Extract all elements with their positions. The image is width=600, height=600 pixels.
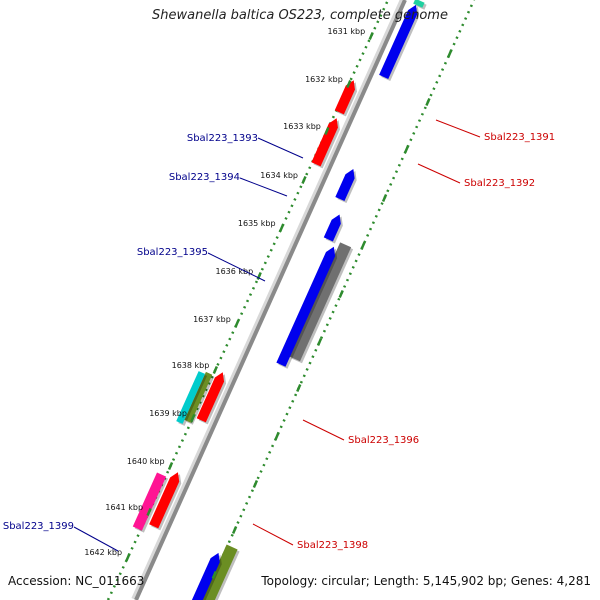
gene-label: Sbal223_1392: [464, 178, 535, 189]
tick-label: 1631 kbp: [327, 27, 365, 36]
tick-mark: [146, 508, 152, 516]
accession-text: Accession: NC_011663: [8, 574, 145, 588]
gene-sbal223-1398-body: [132, 472, 167, 531]
gene-gray-body: [289, 242, 352, 362]
tick-mark: [234, 320, 240, 328]
gene-bottom-blue-body: [191, 552, 220, 600]
gene-red-1396a: [196, 372, 227, 425]
tick-mark: [278, 224, 285, 232]
gene-olive-1396-body: [184, 371, 213, 423]
inner-tick-mark: [381, 194, 388, 202]
inner-dotted-line: [201, 0, 476, 600]
gene-sbal223-1394: [323, 214, 343, 244]
topology-summary: Topology: circular; Length: 5,145,902 bp…: [261, 574, 591, 588]
gene-top-blue: [379, 4, 420, 81]
label-leader-line: [207, 252, 266, 282]
tick-mark: [368, 32, 374, 40]
inner-tick-mark: [211, 571, 217, 579]
gene-sbal223-1393-body: [335, 169, 355, 202]
label-leader-line: [417, 163, 461, 184]
gene-red-1396a-body: [196, 372, 225, 423]
tick-label: 1637 kbp: [193, 315, 231, 324]
inner-tick-mark: [425, 98, 431, 106]
gene-features: [132, 0, 427, 600]
inner-tick-ring: [201, 0, 476, 600]
inner-tick-mark: [231, 526, 238, 534]
backbone-line: [134, 0, 407, 600]
kbp-ticks: 1631 kbp 1632 kbp 1633 kbp 1634 kbp 1635 kbp…: [84, 27, 453, 579]
gene-label: Sbal223_1399: [3, 521, 74, 532]
tick-label: 1635 kbp: [238, 219, 276, 228]
tick-mark: [125, 553, 131, 561]
gene-sbal223-1395: [276, 246, 338, 369]
gene-red-1397-body: [149, 472, 180, 529]
gene-olive-1396: [184, 371, 215, 425]
map-title: Shewanella baltica OS223, complete genom…: [152, 8, 448, 23]
tick-mark: [256, 272, 262, 280]
label-leader-line: [257, 137, 304, 159]
gene-sbal223-1391-body: [334, 80, 355, 115]
inner-tick-mark: [338, 290, 344, 298]
label-leader-line: [73, 526, 119, 552]
gene-sbal223-1399-body: [201, 544, 238, 600]
gene-sbal223-1392: [311, 118, 340, 169]
gene-bottom-blue: [191, 552, 222, 600]
gene-sbal223-1395-body: [276, 246, 336, 367]
tick-label: 1633 kbp: [283, 122, 321, 131]
gene-sbal223-1399: [201, 544, 240, 600]
gene-label: Sbal223_1391: [484, 132, 555, 143]
gene-label: Sbal223_1395: [137, 247, 208, 258]
label-leader-line: [239, 177, 288, 197]
gene-sbal223-1392-body: [311, 118, 338, 167]
gene-sbal223-1396-body: [176, 371, 206, 424]
tick-label: 1639 kbp: [149, 409, 187, 418]
gene-label: Sbal223_1394: [169, 172, 240, 183]
inner-tick-mark: [446, 50, 453, 58]
tick-label: 1636 kbp: [215, 267, 253, 276]
gene-sbal223-1398: [132, 472, 169, 533]
gene-label: Sbal223_1396: [348, 435, 419, 446]
gene-label: Sbal223_1393: [187, 133, 258, 144]
tick-label: 1642 kbp: [84, 548, 122, 557]
tick-label: 1641 kbp: [105, 503, 143, 512]
inner-tick-mark: [274, 432, 280, 440]
tick-mark: [301, 176, 307, 184]
tick-label: 1640 kbp: [127, 457, 165, 466]
inner-tick-mark: [404, 145, 410, 153]
gene-top-teal-body: [413, 0, 425, 8]
inner-tick-mark: [360, 242, 366, 250]
tick-mark: [167, 462, 174, 470]
inner-tick-mark: [296, 384, 302, 392]
tick-label: 1634 kbp: [260, 171, 298, 180]
tick-mark: [346, 80, 352, 88]
label-leader-line: [302, 419, 345, 441]
gene-sbal223-1394-body: [323, 214, 341, 242]
genome-backbone: [131, 0, 407, 600]
gene-sbal223-1391: [334, 80, 357, 117]
tick-label: 1632 kbp: [305, 75, 343, 84]
gene-top-teal: [413, 0, 427, 10]
gene-sbal223-1396: [176, 371, 208, 426]
gene-top-blue-body: [379, 4, 418, 79]
tick-mark: [190, 414, 196, 422]
label-leader-line: [435, 119, 481, 138]
gene-red-1397: [149, 472, 182, 531]
label-leader-line: [252, 523, 294, 546]
tick-mark: [212, 366, 218, 374]
inner-tick-mark: [252, 480, 259, 488]
gene-sbal223-1393: [335, 169, 357, 204]
tick-label: 1638 kbp: [172, 361, 210, 370]
tick-mark: [324, 127, 330, 135]
gene-labels: Sbal223_1391 Sbal223_1392 Sbal223_1393 Sbal…: [3, 119, 555, 552]
gene-label: Sbal223_1398: [297, 540, 368, 551]
gene-gray: [289, 242, 354, 364]
inner-tick-mark: [316, 338, 323, 346]
